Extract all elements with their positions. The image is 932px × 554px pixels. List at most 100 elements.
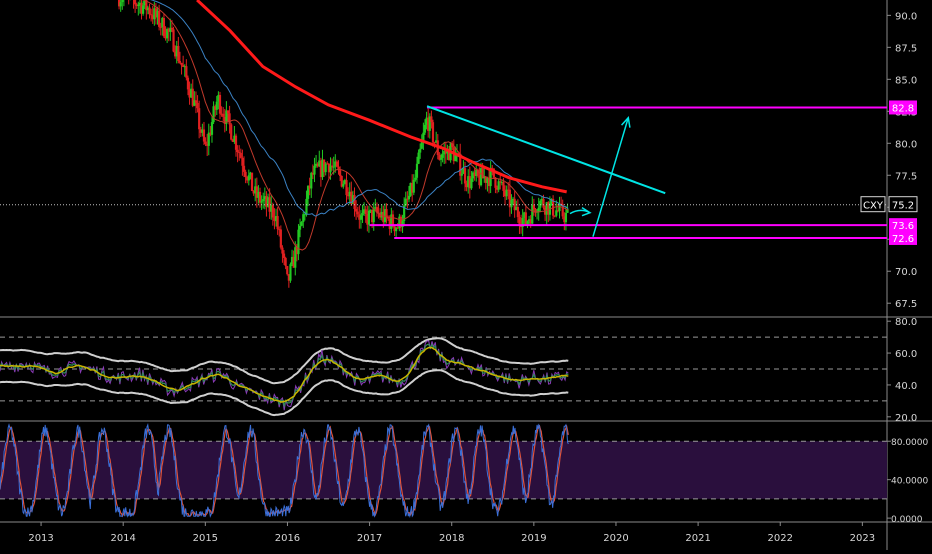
candle-body [223,116,226,124]
candle-body [529,219,532,224]
candle-body [188,89,191,98]
candle-body [502,181,505,191]
candle-body [431,122,435,143]
candle-body [468,176,471,189]
x-tick-label: 2014 [110,533,135,544]
candle-body [332,166,335,168]
candle-body [433,142,436,144]
candle-body [164,36,167,39]
x-tick-label: 2022 [768,533,793,544]
candle-body [292,256,295,268]
price-tick-label: 90.0 [895,11,917,22]
candle-body [231,139,234,142]
candle-body [518,217,521,225]
rsi-panel: 80.0 60.0 40.0 20.0 [0,317,917,424]
candle-body [225,110,228,124]
candle-body [262,199,265,202]
candle-body [119,2,122,7]
candle-body [289,264,292,281]
candle-body [343,180,347,184]
candle-body [303,214,306,216]
x-axis: 2013 2014 2015 2016 2017 2018 2019 2020 2021 2022… [28,522,875,544]
candle-body [156,10,159,18]
candle-body [465,183,468,188]
candle-body [478,175,481,186]
candle-body [497,181,500,190]
candle-body [337,166,340,171]
candle-body [268,197,271,212]
candle-body [407,195,411,200]
price-tick-label: 70.0 [895,267,917,278]
price-tick-label: 87.5 [895,43,917,54]
candle-body [435,140,438,143]
candle-body [182,65,185,67]
candle-body [295,247,298,255]
candle-body [355,208,358,212]
candle-body [372,208,375,223]
candle-body [369,209,372,211]
candle-body [238,152,241,154]
candle-body [138,2,142,5]
candle-body [319,160,322,178]
x-tick-label: 2020 [603,533,628,544]
candle-body [210,122,214,135]
candle-body [491,167,494,169]
candle-body [409,182,412,196]
candle-body [398,216,401,229]
candle-body [228,113,231,125]
candle-body [204,141,207,145]
candle-body [206,144,209,146]
candle-body [385,209,388,218]
candle-body [460,173,463,176]
stoch-tick-label: 40.0000 [891,477,928,487]
candle-body [202,129,206,142]
candle-body [513,198,516,211]
candle-body [244,171,247,177]
candle-body [306,185,310,199]
candle-body [367,210,371,225]
candle-body [396,227,399,229]
candle-body [532,204,535,210]
candle-body [463,168,467,184]
candle-body [294,247,297,268]
candle-body [534,209,537,213]
candle-body [276,216,279,230]
candle-body [214,106,217,110]
candle-body [290,256,294,265]
candle-body [375,207,379,213]
candle-body [540,198,543,201]
candle-body [558,203,561,212]
price-tick-label: 80.0 [895,139,917,150]
candle-body [308,185,311,189]
candle-body [503,190,507,197]
stoch-zone-fill [0,441,887,499]
rsi-tick-label: 60.0 [895,349,917,360]
candle-body [196,102,199,109]
small-arrow-icon [569,207,592,217]
candle-body [310,172,313,189]
candle-body [387,217,390,219]
candle-body [443,151,446,155]
x-tick-label: 2023 [850,533,875,544]
candle-body [329,165,332,173]
candle-body [246,176,249,181]
candle-body [515,207,518,211]
candle-body [143,0,146,6]
candle-body [383,209,387,223]
candle-body [313,165,316,175]
candle-body [494,177,497,188]
candle-body [327,163,330,173]
candle-body [564,212,568,223]
candle-body [274,216,278,222]
stoch-d-line [0,424,569,518]
candle-body [254,186,257,194]
candle-body [411,182,414,193]
candle-body [167,29,170,32]
candle-body [338,170,342,176]
candle-body [340,175,343,187]
candle-body [198,108,201,130]
candle-body [263,196,266,200]
instrument-label: CXY [863,201,884,212]
candle-body [531,204,534,224]
x-tick-label: 2021 [685,533,710,544]
